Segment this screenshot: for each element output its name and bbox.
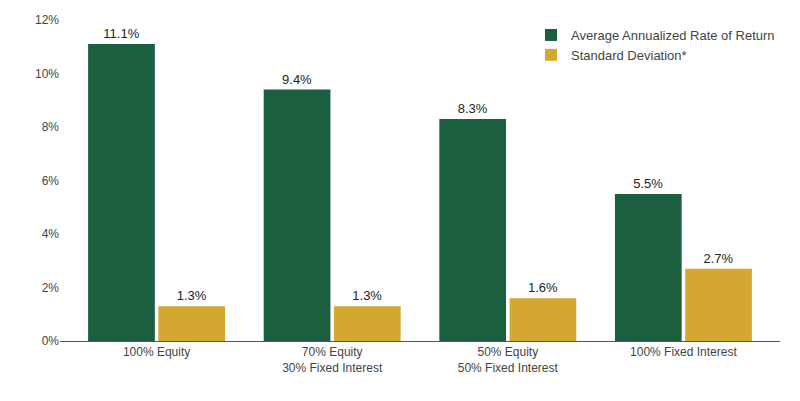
svg-text:9.4%: 9.4% [282, 72, 312, 87]
svg-text:11.1%: 11.1% [103, 26, 139, 41]
svg-text:10%: 10% [35, 67, 59, 81]
svg-text:1.6%: 1.6% [528, 280, 558, 295]
svg-text:70% Equity30% Fixed Interest: 70% Equity30% Fixed Interest [282, 345, 383, 375]
svg-text:1.3%: 1.3% [352, 288, 382, 303]
svg-text:50% Equity50% Fixed Interest: 50% Equity50% Fixed Interest [458, 345, 559, 375]
svg-text:2.7%: 2.7% [703, 251, 733, 266]
svg-text:8.3%: 8.3% [458, 101, 488, 116]
svg-text:8%: 8% [42, 120, 60, 134]
svg-text:1.3%: 1.3% [177, 288, 207, 303]
svg-text:0%: 0% [42, 334, 60, 348]
svg-text:Standard Deviation*: Standard Deviation* [571, 48, 687, 63]
svg-text:Average Annualized Rate of Ret: Average Annualized Rate of Return [571, 28, 775, 43]
svg-text:12%: 12% [35, 13, 59, 27]
svg-text:100% Equity: 100% Equity [123, 345, 190, 359]
svg-text:2%: 2% [42, 281, 60, 295]
svg-text:100% Fixed Interest: 100% Fixed Interest [630, 345, 737, 359]
svg-text:5.5%: 5.5% [633, 176, 663, 191]
svg-text:6%: 6% [42, 174, 60, 188]
svg-text:4%: 4% [42, 227, 60, 241]
